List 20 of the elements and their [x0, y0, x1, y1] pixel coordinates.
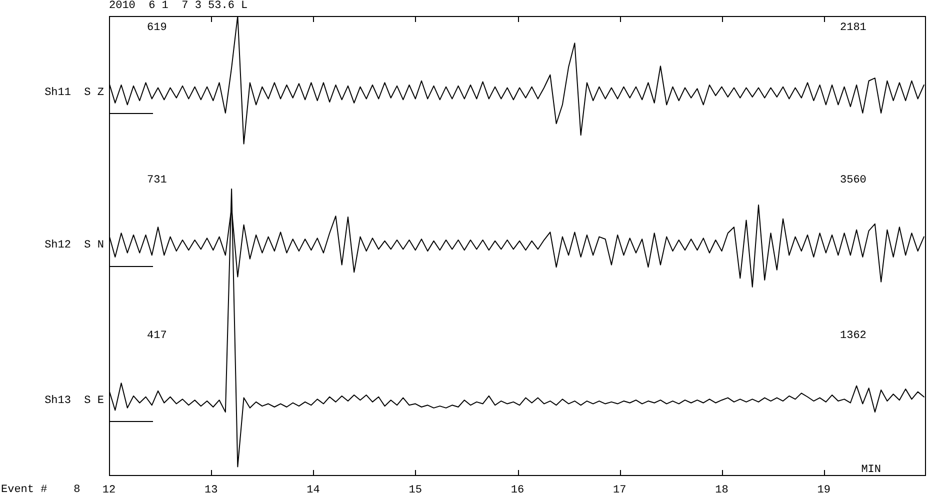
- annotation: 3560: [840, 174, 866, 187]
- x-tick-label: 16: [510, 484, 524, 497]
- series-label: Sh11 S Z: [44, 87, 104, 100]
- x-tick-label: 18: [715, 484, 728, 497]
- x-tick-label: 17: [613, 484, 626, 497]
- annotation: 417: [147, 330, 167, 342]
- series-label: Sh13 S E: [44, 394, 104, 407]
- series-label: Sh12 S N: [44, 240, 104, 252]
- x-tick-label: 12: [102, 484, 116, 497]
- chart-title: 2010 6 1 7 3 53.6 L: [109, 0, 248, 12]
- annotation: 2181: [840, 22, 867, 34]
- annotation: 731: [147, 174, 168, 187]
- x-tick-label: 14: [306, 484, 320, 497]
- annotation: 619: [147, 22, 167, 34]
- x-tick-label: 15: [408, 484, 422, 497]
- x-axis-title: MIN: [861, 464, 881, 476]
- x-tick-label: 19: [817, 484, 830, 497]
- x-tick-label: 13: [204, 484, 218, 497]
- text: Event # 8: [1, 484, 80, 496]
- annotation: 1362: [840, 330, 866, 342]
